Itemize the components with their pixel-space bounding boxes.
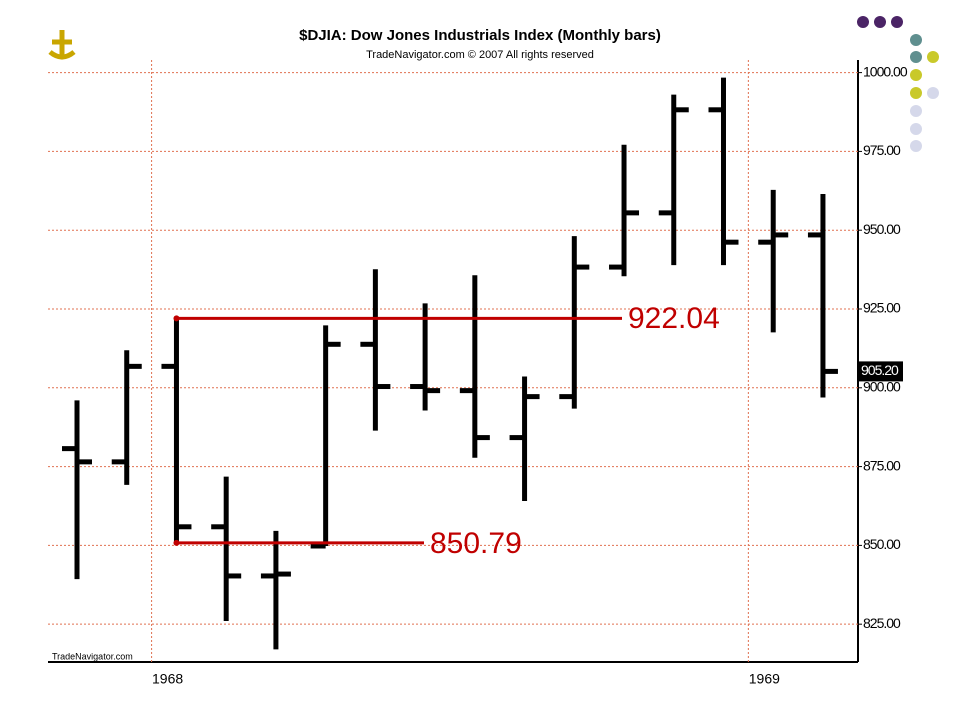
last-price-box <box>859 361 903 382</box>
y-tick-label: 875.00 <box>863 457 901 473</box>
last-price-label: 905.20 <box>861 362 899 378</box>
annotation-dot <box>173 315 180 322</box>
y-tick-label: 825.00 <box>863 615 901 631</box>
y-tick-label: 900.00 <box>863 378 901 394</box>
chart-subtitle: TradeNavigator.com © 2007 All rights res… <box>366 49 594 61</box>
y-tick-label: 925.00 <box>863 300 901 316</box>
watermark: TradeNavigator.com <box>52 651 133 661</box>
y-tick-label: 950.00 <box>863 221 901 237</box>
y-tick-label: 975.00 <box>863 142 901 158</box>
chart-title: $DJIA: Dow Jones Industrials Index (Mont… <box>299 27 661 44</box>
y-tick-label: 1000.00 <box>863 63 908 79</box>
decor-dots <box>857 16 939 152</box>
annotation-label: 850.79 <box>430 527 522 560</box>
x-tick-label: 1968 <box>152 671 183 687</box>
annotation-label: 922.04 <box>628 302 720 335</box>
x-tick-label: 1969 <box>749 671 780 687</box>
annotation-dot <box>173 539 180 546</box>
y-tick-label: 850.00 <box>863 536 901 552</box>
logo <box>48 30 76 60</box>
